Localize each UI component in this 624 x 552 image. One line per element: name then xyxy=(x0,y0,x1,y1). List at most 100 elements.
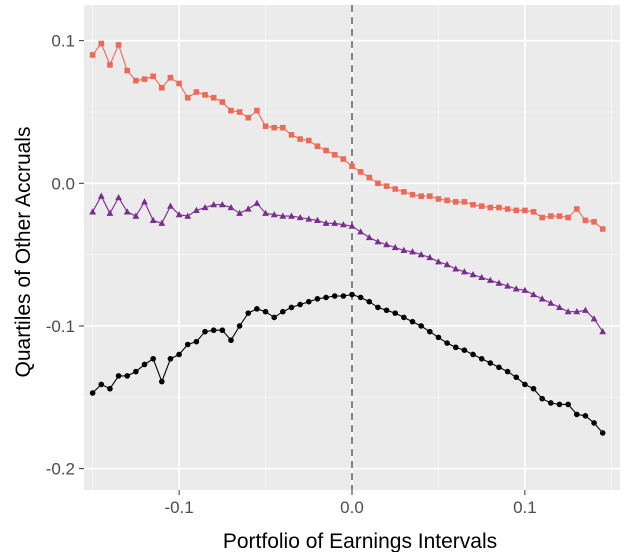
data-point xyxy=(435,334,442,341)
data-point xyxy=(366,298,373,305)
y-tick-label: -0.1 xyxy=(46,317,75,336)
data-point xyxy=(409,191,416,198)
data-point xyxy=(124,67,131,74)
data-point xyxy=(504,206,511,212)
data-point xyxy=(133,368,139,375)
data-point xyxy=(262,308,269,315)
data-point xyxy=(141,198,148,205)
series-1 xyxy=(89,40,606,232)
data-point xyxy=(193,338,200,345)
data-point xyxy=(513,207,520,214)
data-point xyxy=(582,306,589,313)
data-point xyxy=(383,183,390,189)
data-point xyxy=(150,73,156,80)
data-point xyxy=(435,196,442,202)
data-point xyxy=(349,163,355,169)
data-point xyxy=(469,271,477,278)
data-point xyxy=(357,294,364,301)
data-point xyxy=(340,293,347,299)
y-tick-label: -0.2 xyxy=(46,460,75,479)
data-point xyxy=(297,301,303,308)
data-point xyxy=(383,241,390,248)
data-point xyxy=(452,265,460,272)
data-point xyxy=(530,209,537,215)
data-point xyxy=(418,193,424,199)
data-point xyxy=(513,374,520,381)
data-point xyxy=(158,219,166,226)
data-point xyxy=(159,84,165,91)
data-point xyxy=(539,214,545,221)
data-point xyxy=(210,327,217,334)
x-tick-label: 0.0 xyxy=(340,498,364,517)
data-point xyxy=(556,213,563,219)
data-point xyxy=(599,226,606,232)
data-point xyxy=(591,219,597,225)
data-point xyxy=(409,318,416,325)
data-point xyxy=(331,293,338,299)
data-point xyxy=(219,327,226,334)
data-point xyxy=(115,42,122,48)
data-point xyxy=(460,268,468,275)
data-point xyxy=(193,89,200,95)
data-point xyxy=(288,304,295,311)
data-point xyxy=(348,222,356,229)
data-point xyxy=(236,109,243,115)
data-point xyxy=(331,219,339,226)
data-point xyxy=(565,401,571,408)
data-point xyxy=(322,219,330,226)
data-point xyxy=(254,107,260,114)
data-point xyxy=(133,77,139,84)
data-point xyxy=(417,251,425,258)
data-point xyxy=(254,306,260,312)
data-point xyxy=(176,80,182,87)
data-point xyxy=(591,420,597,426)
data-point xyxy=(530,290,537,298)
data-point xyxy=(314,143,321,150)
data-point xyxy=(280,308,286,315)
data-point xyxy=(564,308,572,315)
data-point xyxy=(227,203,235,211)
data-point xyxy=(495,279,503,286)
data-point xyxy=(582,413,589,419)
data-point xyxy=(219,99,226,105)
data-point xyxy=(297,136,303,142)
data-point xyxy=(427,193,433,199)
data-point xyxy=(486,276,494,283)
data-point xyxy=(141,361,148,368)
data-point xyxy=(418,323,424,329)
data-point xyxy=(512,285,520,292)
data-point xyxy=(245,114,252,121)
data-point xyxy=(132,212,140,219)
data-point xyxy=(184,94,191,101)
data-point xyxy=(504,368,511,375)
data-point xyxy=(470,201,476,208)
data-point xyxy=(98,40,105,47)
data-point xyxy=(115,193,122,201)
data-point xyxy=(452,344,459,351)
data-point xyxy=(210,94,217,101)
data-point xyxy=(383,307,390,314)
data-point xyxy=(478,355,485,362)
data-point xyxy=(504,282,512,289)
data-point xyxy=(202,328,208,335)
data-point xyxy=(435,258,442,265)
data-point xyxy=(184,212,192,219)
data-point xyxy=(452,199,459,205)
data-point xyxy=(107,62,113,68)
data-point xyxy=(539,395,545,402)
data-point xyxy=(522,381,528,388)
x-tick-label: 0.1 xyxy=(513,498,537,517)
data-point xyxy=(521,286,529,293)
data-point xyxy=(392,186,399,192)
data-point xyxy=(271,314,277,321)
data-point xyxy=(470,351,476,358)
data-point xyxy=(392,310,399,316)
data-point xyxy=(365,233,373,241)
data-point xyxy=(175,211,183,218)
data-point xyxy=(141,76,148,82)
x-axis-title: Portfolio of Earnings Intervals xyxy=(223,530,497,552)
data-point xyxy=(228,107,234,114)
data-point xyxy=(97,192,105,199)
